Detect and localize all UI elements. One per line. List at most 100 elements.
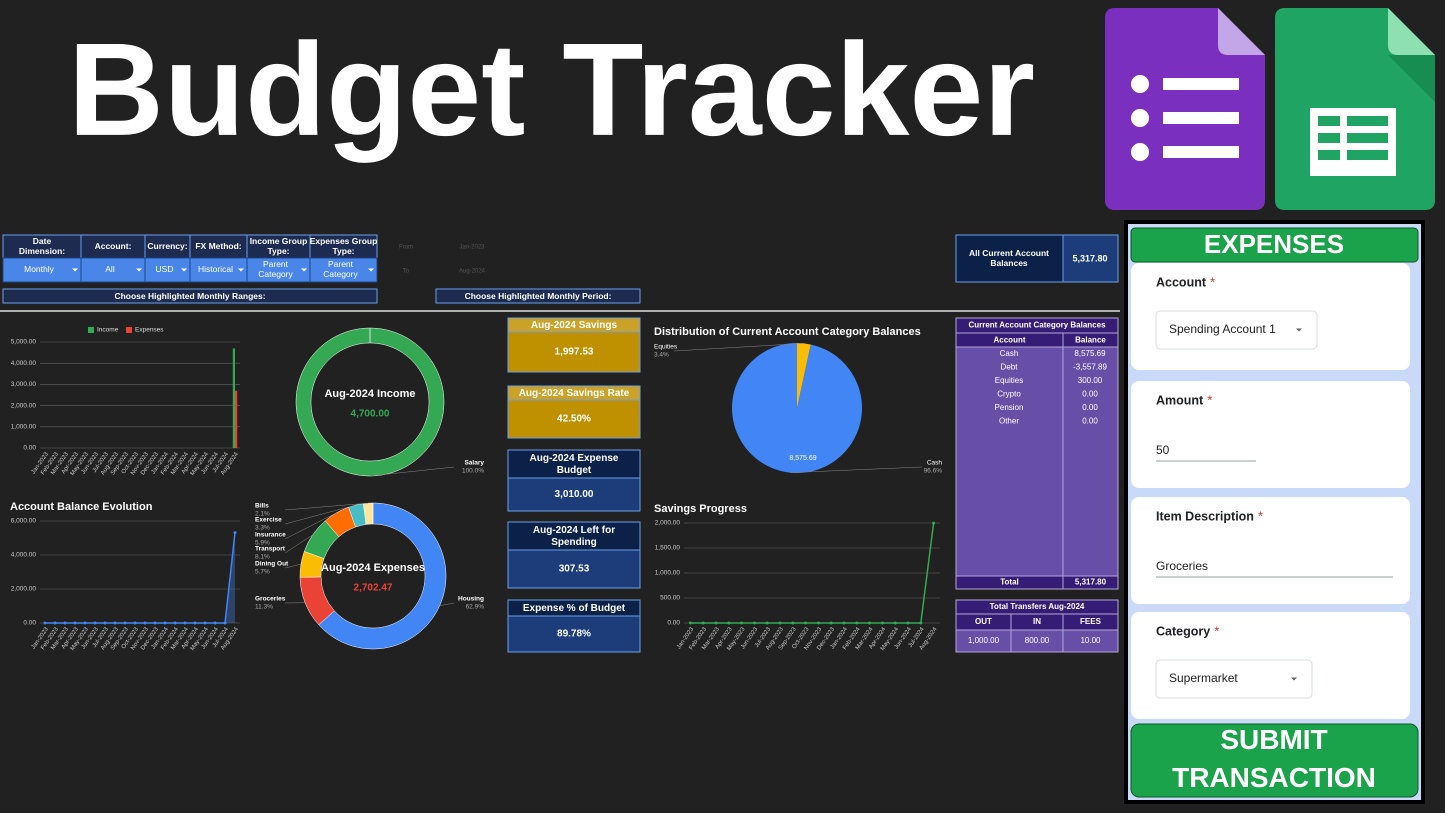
transfers-header: IN — [1033, 617, 1041, 626]
donut-slice — [318, 502, 447, 650]
table-header: Balance — [1075, 336, 1106, 345]
filter-value-cell[interactable] — [2, 257, 82, 283]
range-input-label: To — [403, 269, 410, 275]
slice-label: Dining Out — [255, 561, 289, 568]
kpi-header — [507, 521, 641, 551]
filter-value-cell[interactable] — [309, 257, 378, 283]
point — [791, 621, 795, 625]
kpi-value: 1,997.53 — [555, 347, 594, 358]
kpi-body — [507, 549, 641, 589]
y-tick-label: 0.00 — [23, 445, 36, 452]
point — [855, 621, 859, 625]
chart-title: Distribution of Current Account Category… — [654, 326, 921, 338]
point — [701, 621, 705, 625]
dropdown[interactable] — [1155, 310, 1318, 350]
y-tick-label: 3,000.00 — [11, 381, 37, 388]
summary-label: All Current Account Balances — [969, 248, 1049, 268]
slice-value: 2.1% — [255, 511, 270, 518]
slice-share: 3.4% — [654, 352, 669, 359]
page-title: Budget Tracker — [68, 16, 1035, 163]
slice-label: Exercise — [255, 517, 282, 524]
table-cell: Debt — [1001, 363, 1019, 372]
leader-line — [284, 512, 337, 540]
y-tick-label: 2,000.00 — [11, 586, 37, 593]
table-title: Current Account Category Balances — [968, 321, 1106, 330]
table-cell: Crypto — [997, 390, 1021, 399]
point — [83, 621, 87, 625]
donut-total: 2,702.47 — [354, 583, 393, 594]
slice-label: Equities — [654, 344, 678, 351]
filter-label: Account: — [95, 241, 132, 251]
field-value: 50 — [1156, 443, 1170, 457]
slice-label: Salary — [464, 460, 484, 467]
chart-title: Savings Progress — [654, 503, 747, 515]
slice-value: 62.9% — [466, 604, 485, 611]
slice-share: 96.6% — [924, 468, 943, 475]
filter-value: Monthly — [24, 264, 55, 274]
slice-value: 5.9% — [255, 540, 270, 547]
transfers-value: 800.00 — [1025, 636, 1050, 645]
filter-value-cell[interactable] — [144, 257, 191, 283]
slice-value: 100.0% — [462, 468, 484, 475]
table-total: 5,317.80 — [1075, 578, 1107, 587]
point — [133, 621, 137, 625]
legend-label: Expenses — [135, 327, 164, 334]
filter-value: All — [105, 264, 115, 274]
sheets-icon — [1275, 8, 1435, 210]
table-total-cell — [1062, 575, 1119, 590]
leader-line — [284, 504, 356, 525]
filter-value-cell[interactable] — [189, 257, 248, 283]
summary-value: 5,317.80 — [1072, 253, 1107, 263]
donut-slice — [295, 327, 445, 477]
required-marker: * — [1258, 508, 1263, 523]
submit-button[interactable] — [1130, 723, 1419, 798]
point — [919, 621, 923, 625]
kpi-header — [507, 449, 641, 479]
filter-label: FX Method: — [195, 241, 241, 251]
table-cell: 300.00 — [1078, 376, 1103, 385]
point — [103, 621, 107, 625]
filter-value-cell[interactable] — [80, 257, 146, 283]
transfers-value: 10.00 — [1080, 636, 1101, 645]
point — [203, 621, 207, 625]
pie-slice — [731, 343, 862, 473]
range-input-value: Aug-2024 — [459, 269, 486, 275]
transfers-title: Total Transfers Aug-2024 — [990, 602, 1085, 611]
leader-line — [673, 343, 804, 352]
point — [163, 621, 167, 625]
range-button-label: Choose Highlighted Monthly Ranges: — [114, 291, 265, 301]
point — [113, 621, 117, 625]
table-header: Account — [994, 336, 1026, 345]
range-button[interactable] — [2, 288, 378, 304]
slice-label: Insurance — [255, 532, 286, 539]
dropdown[interactable] — [1155, 659, 1313, 699]
leader-line — [790, 466, 923, 473]
point — [173, 621, 177, 625]
range-button[interactable] — [435, 288, 641, 304]
kpi-body — [507, 331, 641, 373]
point — [829, 621, 833, 625]
point — [53, 621, 57, 625]
slice-label: Transport — [255, 546, 286, 553]
slice-value: 3.3% — [255, 525, 270, 532]
leader-line — [284, 563, 302, 569]
range-input-label: From — [399, 245, 413, 251]
y-tick-label: 500.00 — [660, 595, 680, 602]
y-tick-label: 1,500.00 — [655, 545, 681, 552]
filter-label: Expenses Group Type: — [310, 236, 378, 256]
point — [816, 621, 820, 625]
point — [153, 621, 157, 625]
range-input-value: Jan-2023 — [459, 245, 485, 251]
filter-value: USD — [156, 264, 174, 274]
point — [223, 621, 227, 625]
leader-line — [439, 602, 455, 606]
point — [93, 621, 97, 625]
point — [73, 621, 77, 625]
filter-value-cell[interactable] — [246, 257, 311, 283]
dropdown-arrow — [136, 268, 142, 272]
leader-line — [284, 502, 369, 511]
point — [43, 621, 47, 625]
point — [842, 621, 846, 625]
